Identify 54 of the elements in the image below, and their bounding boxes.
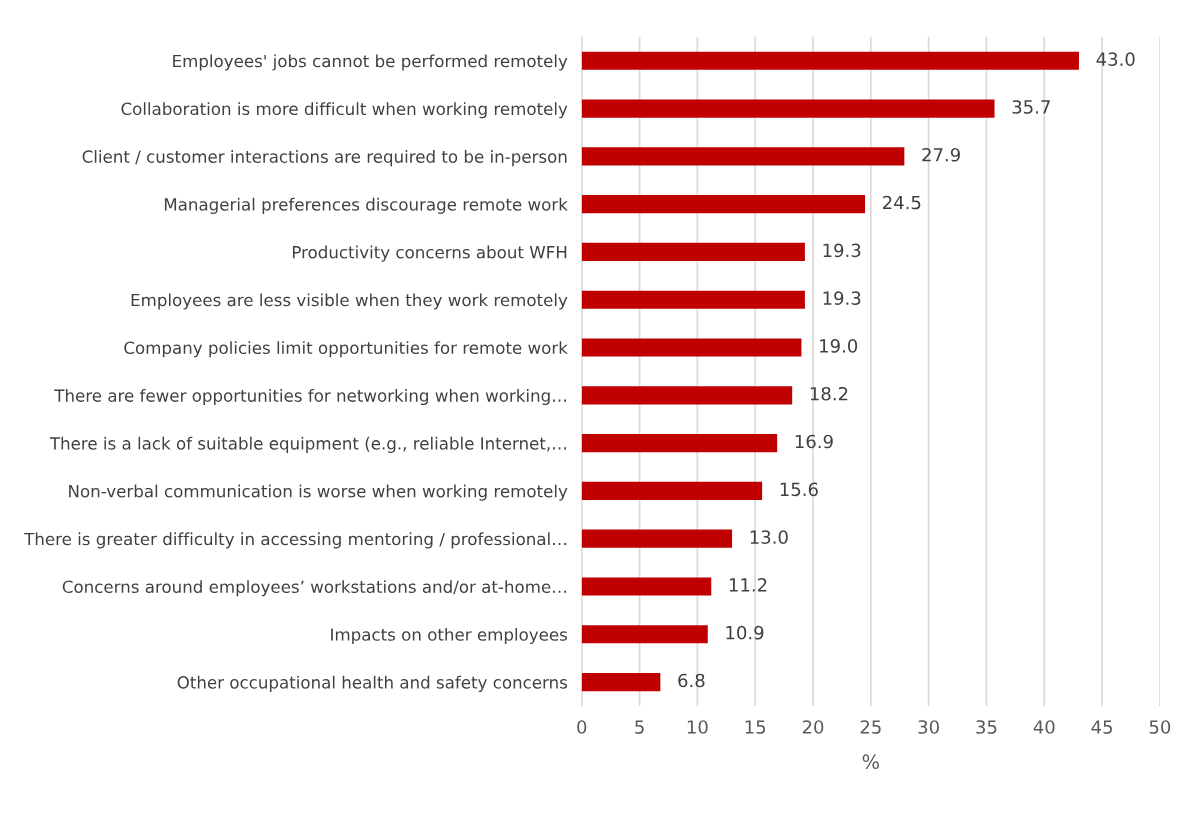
data-label: 19.3 [823, 291, 861, 305]
x-tick-label: 50 [1149, 720, 1171, 734]
x-tick-label: 40 [1033, 720, 1055, 734]
x-axis-title: % [862, 754, 879, 770]
bar [581, 338, 802, 357]
data-label: 27.9 [922, 147, 960, 162]
data-label: 16.9 [795, 434, 833, 449]
bar [581, 577, 712, 596]
y-tick-label: Client / customer interactions are required to be in-person [82, 150, 567, 167]
x-tick-label: 15 [745, 720, 766, 734]
y-tick-label: Employees are less visible when they work remotely [131, 293, 568, 310]
y-tick-label: Other occupational health and safety concerns [177, 675, 568, 692]
y-tick-label: There is greater difficulty in accessing mentoring / professional… [24, 532, 566, 549]
bar [581, 481, 763, 500]
y-tick-label: There is a lack of suitable equipment (e.g., reliable Internet,… [49, 436, 566, 453]
data-label: 19.3 [823, 243, 861, 258]
bar [581, 290, 805, 309]
x-tick-label: 30 [918, 720, 939, 734]
bar [581, 99, 995, 118]
x-tick-label: 25 [860, 720, 881, 734]
bar [581, 51, 1079, 70]
data-label: 18.2 [810, 386, 848, 401]
bar [581, 386, 793, 405]
x-tick-label: 10 [687, 720, 708, 734]
data-label: 10.9 [726, 625, 764, 640]
bar [581, 434, 778, 453]
x-tick-label: 35 [976, 720, 997, 734]
x-tick-label: 20 [802, 720, 824, 734]
data-label: 19.0 [820, 339, 858, 353]
data-label: 15.6 [780, 482, 818, 497]
bar [581, 147, 905, 166]
bar [581, 195, 866, 214]
y-tick-label: Company policies limit opportunities for remote work [124, 341, 568, 358]
y-tick-label: Productivity concerns about WFH [292, 245, 567, 262]
data-label: 6.8 [678, 673, 705, 688]
bar [581, 673, 661, 692]
y-tick-label: Non-verbal communication is worse when working remotely [69, 484, 568, 501]
y-tick-label: Employees' jobs cannot be performed remotely [173, 54, 568, 71]
bar [581, 529, 733, 548]
data-label: 11.2 [729, 578, 767, 592]
bar [581, 242, 805, 262]
y-tick-label: Managerial preferences discourage remote work [164, 197, 568, 214]
bar [581, 625, 708, 644]
data-label: 24.5 [883, 195, 921, 210]
x-tick-label: 45 [1091, 720, 1112, 734]
y-tick-label: Impacts on other employees [331, 627, 568, 645]
data-label: 35.7 [1012, 100, 1050, 114]
data-label: 13.0 [750, 530, 788, 544]
y-tick-label: There are fewer opportunities for networking when working… [54, 388, 566, 406]
x-tick-label: 0 [577, 720, 587, 734]
x-tick-label: 5 [635, 720, 644, 734]
y-tick-label: Collaboration is more difficult when working remotely [121, 102, 568, 119]
y-tick-label: Concerns around employees’ workstations and/or at-home… [62, 580, 566, 597]
data-label: 43.0 [1096, 52, 1135, 66]
